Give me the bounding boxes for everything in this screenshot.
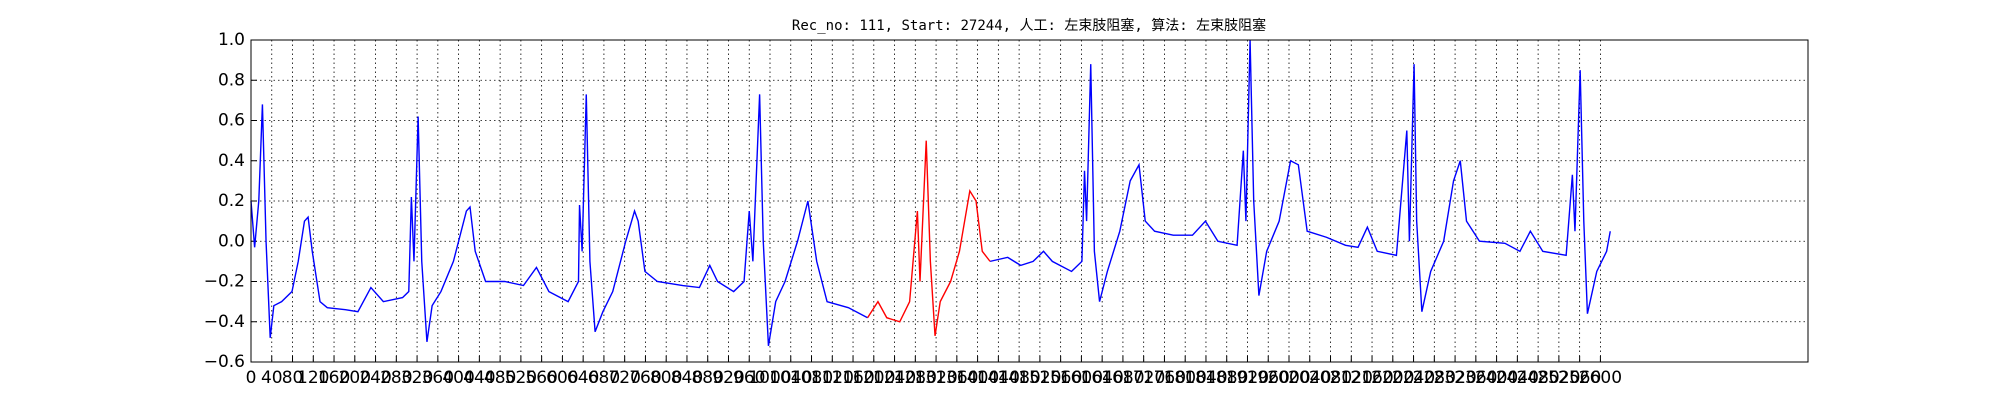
x-tick-label: 1440: [977, 368, 1020, 388]
x-tick-label: 0: [246, 368, 257, 388]
x-tick-label: 560: [525, 368, 557, 388]
x-tick-label: 2360: [1454, 368, 1497, 388]
x-tick-label: 1400: [956, 368, 999, 388]
x-tick-label: 1840: [1184, 368, 1227, 388]
ecg-line: [250, 39, 1611, 347]
x-tick-label: 800: [650, 368, 682, 388]
x-tick-label: 1000: [748, 368, 791, 388]
x-tick-label: 2160: [1350, 368, 1393, 388]
y-tick-label: 0.4: [218, 151, 245, 171]
x-tick-label: 1160: [831, 368, 874, 388]
x-tick-label: 1040: [769, 368, 812, 388]
x-tick-label: 1560: [1039, 368, 1082, 388]
x-tick-label: 760: [629, 368, 661, 388]
x-tick-label: 2120: [1330, 368, 1373, 388]
x-tick-label: 2320: [1433, 368, 1476, 388]
x-tick-label: 1080: [790, 368, 833, 388]
x-tick-label: 200: [339, 368, 371, 388]
ecg-line: [866, 140, 991, 336]
x-tick-label: 1640: [1081, 368, 1124, 388]
plot-frame: [250, 39, 1809, 363]
x-tick-label: 80: [282, 368, 304, 388]
x-tick-label: 280: [380, 368, 412, 388]
y-tick-label: −0.6: [204, 352, 245, 372]
x-tick-label: 2560: [1558, 368, 1601, 388]
x-tick-label: 1680: [1101, 368, 1144, 388]
x-tick-label: 1320: [914, 368, 957, 388]
x-tick-label: 1240: [873, 368, 916, 388]
x-tick-label: 2440: [1496, 368, 1539, 388]
x-tick-label: 320: [401, 368, 433, 388]
x-tick-label: 2400: [1475, 368, 1518, 388]
x-tick-label: 160: [318, 368, 350, 388]
x-tick-label: 2200: [1371, 368, 1414, 388]
x-tick-label: 1200: [852, 368, 895, 388]
x-tick-label: 240: [359, 368, 391, 388]
x-tick-label: 1920: [1226, 368, 1269, 388]
y-tick-label: 0.0: [218, 231, 245, 251]
x-tick-label: 2280: [1413, 368, 1456, 388]
x-tick-label: 2000: [1267, 368, 1310, 388]
x-tick-label: 720: [608, 368, 640, 388]
x-tick-label: 360: [422, 368, 454, 388]
x-tick-label: 2040: [1288, 368, 1331, 388]
chart-title: Rec_no: 111, Start: 27244, 人工: 左束肢阻塞, 算法…: [792, 17, 1266, 34]
y-tick-label: −0.4: [204, 312, 245, 332]
x-tick-label: 2080: [1309, 368, 1352, 388]
y-tick-label: −0.2: [204, 272, 245, 292]
y-tick-label: 0.2: [218, 191, 245, 211]
x-tick-label: 1880: [1205, 368, 1248, 388]
x-tick-label: 1800: [1164, 368, 1207, 388]
x-tick-label: 2520: [1537, 368, 1580, 388]
x-tick-label: 1280: [894, 368, 937, 388]
x-tick-label: 880: [691, 368, 723, 388]
y-tick-label: 1.0: [218, 30, 245, 50]
x-tick-label: 920: [712, 368, 744, 388]
y-tick-label: 0.8: [218, 70, 245, 90]
x-tick-label: 680: [588, 368, 620, 388]
x-tick-label: 1600: [1060, 368, 1103, 388]
x-tick-label: 1960: [1247, 368, 1290, 388]
x-tick-label: 480: [484, 368, 516, 388]
x-tick-label: 1120: [811, 368, 854, 388]
x-tick-label: 520: [505, 368, 537, 388]
x-tick-label: 440: [463, 368, 495, 388]
x-tick-label: 2600: [1579, 368, 1622, 388]
x-tick-label: 1760: [1143, 368, 1186, 388]
x-tick-label: 960: [733, 368, 765, 388]
x-tick-label: 40: [261, 368, 283, 388]
y-tick-label: 0.6: [218, 111, 245, 131]
x-tick-label: 640: [567, 368, 599, 388]
x-tick-label: 1520: [1018, 368, 1061, 388]
x-tick-label: 600: [546, 368, 578, 388]
x-tick-label: 2480: [1516, 368, 1559, 388]
x-tick-label: 1720: [1122, 368, 1165, 388]
x-tick-label: 2240: [1392, 368, 1435, 388]
x-tick-label: 400: [442, 368, 474, 388]
x-tick-label: 1480: [997, 368, 1040, 388]
x-tick-label: 840: [671, 368, 703, 388]
x-tick-label: 120: [297, 368, 329, 388]
x-tick-label: 1360: [935, 368, 978, 388]
